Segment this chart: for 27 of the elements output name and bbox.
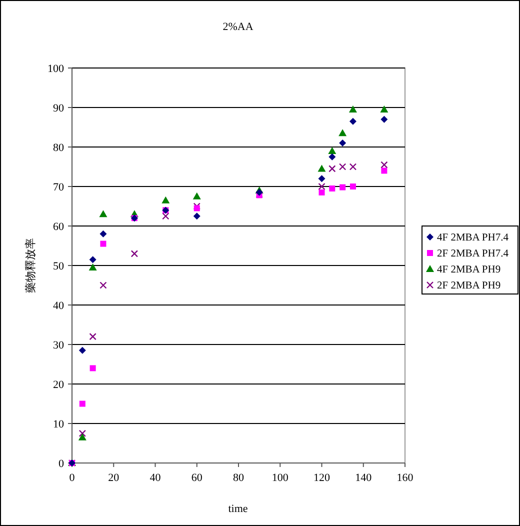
- x-tick-label: 40: [150, 472, 162, 484]
- chart-title: 2%AA: [222, 21, 254, 33]
- y-tick-label: 60: [53, 220, 64, 233]
- y-tick-label: 80: [53, 142, 64, 154]
- y-tick-label: 70: [53, 181, 64, 194]
- x-tick-label: 0: [69, 472, 76, 484]
- y-tick-label: 100: [48, 62, 64, 75]
- y-tick-label: 20: [53, 378, 64, 391]
- y-axis-title: 藥物釋放率: [24, 238, 37, 293]
- y-tick-label: 30: [53, 339, 64, 352]
- x-tick-label: 100: [272, 472, 289, 484]
- x-tick-label: 80: [233, 472, 244, 484]
- y-tick-label: 10: [53, 418, 64, 430]
- legend-label: 2F 2MBA PH7.4: [437, 248, 510, 260]
- legend-label: 4F 2MBA PH9: [437, 264, 501, 276]
- x-tick-label: 160: [396, 472, 414, 484]
- y-tick-label: 40: [53, 300, 64, 312]
- x-axis-title: time: [228, 503, 248, 515]
- x-tick-label: 140: [355, 472, 372, 484]
- y-tick-label: 0: [58, 458, 64, 470]
- legend-label: 4F 2MBA PH7.4: [437, 232, 510, 244]
- y-tick-label: 90: [53, 102, 64, 114]
- legend-label: 2F 2MBA PH9: [437, 280, 501, 292]
- x-tick-label: 120: [314, 472, 330, 484]
- x-tick-label: 20: [108, 472, 120, 484]
- x-tick-label: 60: [191, 472, 203, 484]
- y-tick-label: 50: [53, 260, 64, 272]
